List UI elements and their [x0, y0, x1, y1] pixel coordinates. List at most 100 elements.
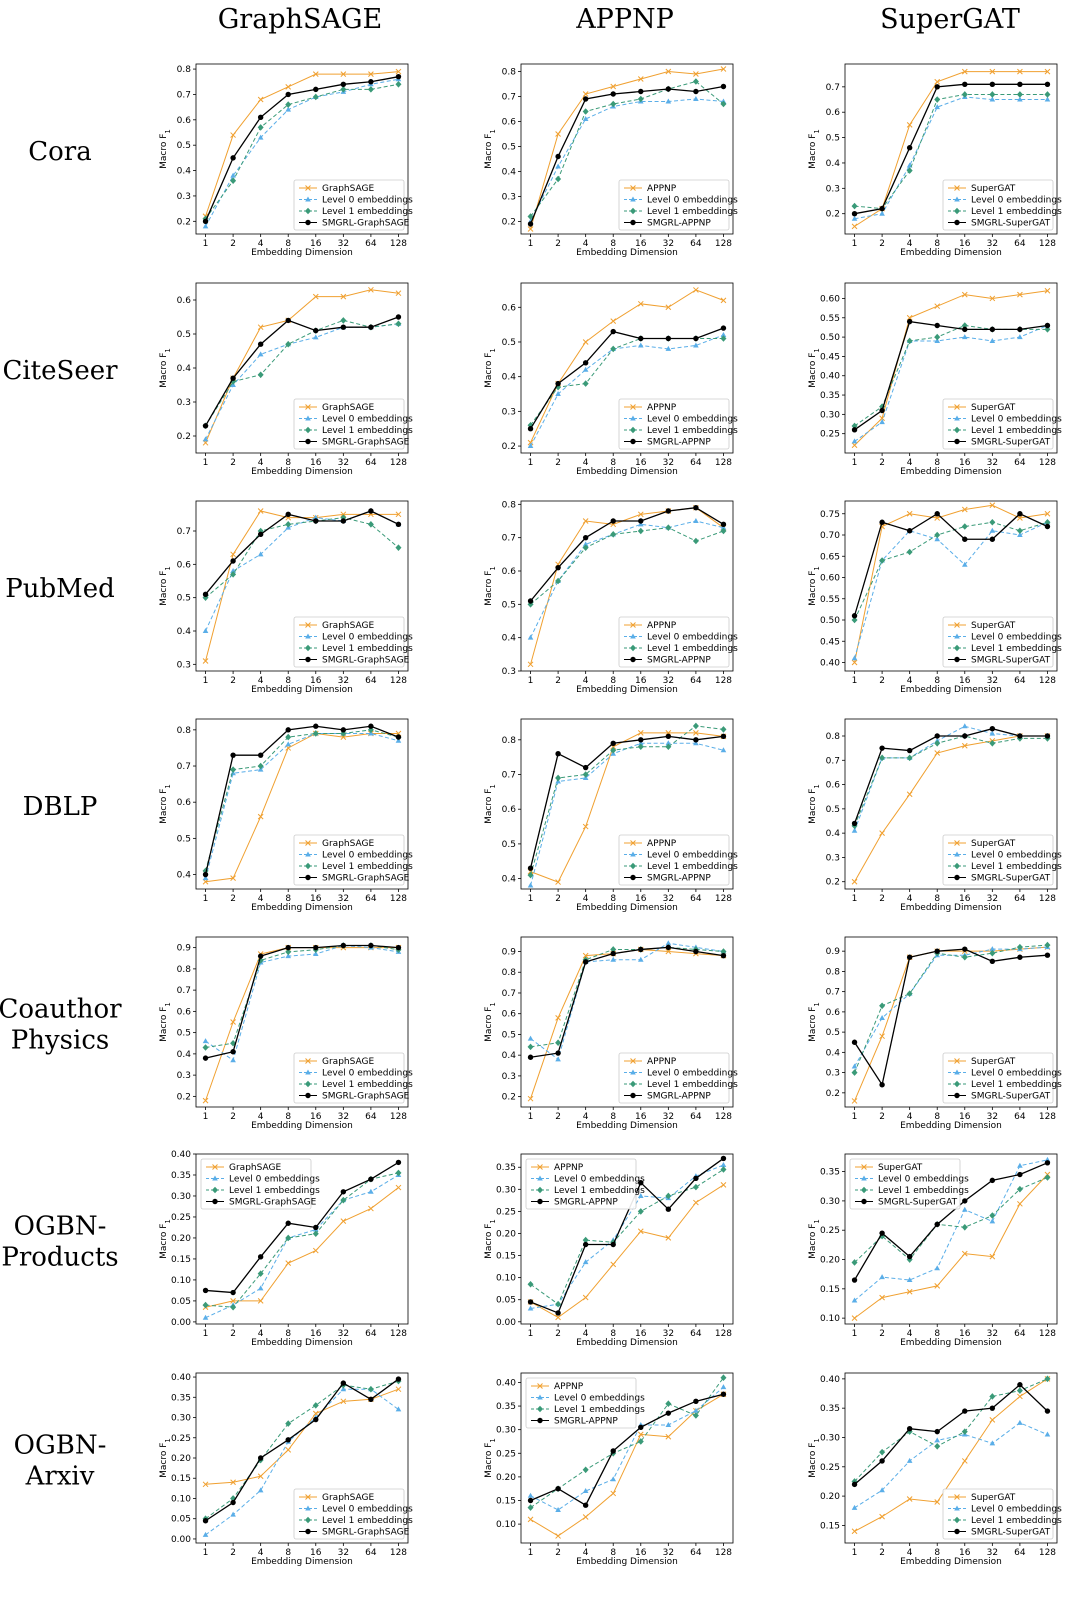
- data-point-base: [257, 508, 264, 514]
- x-axis-label: Embedding Dimension: [251, 685, 353, 695]
- legend-label-base: SuperGAT: [971, 621, 1016, 631]
- data-point-level1: [989, 91, 996, 98]
- data-point-smgrl: [230, 375, 236, 381]
- legend-label-smgrl: SMGRL-SuperGAT: [971, 219, 1051, 229]
- x-tick-label: 64: [1014, 1112, 1026, 1122]
- data-point-smgrl: [934, 322, 940, 329]
- data-point-base: [906, 1288, 913, 1295]
- data-point-smgrl: [962, 1408, 968, 1414]
- y-tick-label: 0.20: [171, 1234, 191, 1244]
- y-tick-label: 0.20: [496, 1473, 516, 1483]
- legend-marker-base: [212, 1164, 218, 1170]
- legend-marker-smgrl: [954, 656, 960, 663]
- legend-marker-smgrl: [537, 1417, 543, 1424]
- y-axis-label: Macro F1: [159, 1219, 172, 1259]
- data-point-smgrl: [527, 865, 534, 871]
- data-point-smgrl: [934, 1221, 940, 1228]
- data-point-smgrl: [582, 96, 589, 102]
- legend-marker-level0: [861, 1175, 867, 1181]
- y-tick-label: 0.40: [171, 1373, 191, 1383]
- legend-marker-level0: [305, 196, 311, 202]
- y-tick-label: 0.2: [826, 210, 840, 220]
- data-point-level0: [851, 827, 858, 833]
- series-line-level1: [205, 83, 399, 220]
- data-point-smgrl: [313, 944, 319, 951]
- data-point-level0: [582, 116, 589, 121]
- y-tick-label: 0.25: [171, 1434, 191, 1444]
- data-point-smgrl: [230, 1289, 236, 1296]
- chart-panel-0-2: 0.2 0.3 0.4 0.5 0.6 0.7 1 2 4 8 16 32 64 128 Embedding…: [808, 63, 1062, 258]
- legend-marker-level1: [537, 1405, 543, 1413]
- data-point-base: [934, 1283, 941, 1289]
- data-point-base: [906, 1496, 913, 1502]
- data-point-level1: [665, 1400, 672, 1407]
- legend-marker-smgrl: [630, 438, 636, 445]
- data-point-smgrl: [368, 1176, 374, 1182]
- y-axis-label-subscript: 1: [813, 1438, 821, 1442]
- y-tick-label: 0.05: [171, 1515, 191, 1525]
- legend-marker-base: [305, 185, 311, 191]
- data-point-smgrl: [693, 335, 699, 342]
- data-point-base: [1044, 287, 1051, 294]
- data-point-level0: [527, 1492, 534, 1498]
- data-point-level0: [555, 1056, 561, 1062]
- x-axis-label: Embedding Dimension: [576, 1557, 678, 1567]
- data-point-level1: [961, 953, 968, 961]
- data-point-smgrl: [1017, 733, 1023, 739]
- data-point-level1: [257, 124, 264, 131]
- legend-marker-level1: [537, 1186, 543, 1194]
- legend-marker-base: [954, 1494, 960, 1500]
- data-point-level0: [665, 940, 672, 946]
- y-tick-label: 0.20: [820, 1256, 840, 1266]
- data-point-level1: [692, 722, 699, 730]
- data-point-level1: [961, 1223, 968, 1231]
- y-tick-label: 0.3: [177, 398, 191, 408]
- legend-label-smgrl: SMGRL-APPNP: [647, 1092, 711, 1102]
- data-point-level1: [610, 100, 617, 108]
- series-line-level0: [854, 325, 1048, 442]
- data-point-base: [934, 78, 941, 85]
- data-point-smgrl: [989, 958, 996, 964]
- data-point-smgrl: [582, 959, 589, 965]
- y-tick-label: 0.6: [177, 798, 192, 808]
- series-line-level1: [530, 725, 724, 876]
- data-point-base: [851, 1098, 858, 1104]
- data-point-level1: [582, 108, 589, 115]
- data-point-level0: [527, 882, 534, 888]
- x-tick-label: 4: [907, 458, 913, 468]
- x-tick-label: 16: [635, 894, 647, 904]
- data-point-base: [257, 1298, 264, 1304]
- series-line-level0: [854, 96, 1048, 220]
- series-line-smgrl: [205, 1378, 399, 1522]
- legend-label-base: GraphSAGE: [322, 1057, 374, 1067]
- data-point-level0: [637, 342, 644, 348]
- y-tick-label: 0.45: [820, 637, 840, 647]
- legend-label-level1: Level 1 embeddings: [322, 644, 413, 654]
- data-point-base: [285, 1447, 292, 1453]
- x-tick-label: 32: [987, 894, 998, 904]
- series-line-smgrl: [854, 320, 1048, 431]
- x-tick-label: 128: [390, 239, 407, 249]
- data-point-level0: [720, 1162, 727, 1168]
- y-tick-label: 0.6: [502, 1010, 517, 1020]
- y-tick-label: 0.60: [820, 294, 840, 304]
- y-tick-label: 0.8: [502, 68, 517, 78]
- data-point-level0: [961, 723, 968, 729]
- x-tick-label: 32: [663, 239, 674, 249]
- data-point-base: [555, 1314, 561, 1321]
- data-point-smgrl: [582, 1502, 589, 1508]
- x-tick-label: 16: [635, 1548, 647, 1558]
- data-point-base: [230, 551, 236, 558]
- y-tick-label: 0.5: [177, 330, 191, 340]
- y-tick-label: 0.9: [502, 948, 517, 958]
- y-tick-label: 0.7: [177, 527, 191, 537]
- legend-marker-base: [537, 1383, 543, 1389]
- y-axis-label-subscript: 1: [164, 566, 172, 570]
- data-point-smgrl: [313, 723, 319, 729]
- data-point-level1: [395, 1169, 402, 1177]
- x-tick-label: 16: [635, 676, 647, 686]
- legend-box: [293, 834, 405, 886]
